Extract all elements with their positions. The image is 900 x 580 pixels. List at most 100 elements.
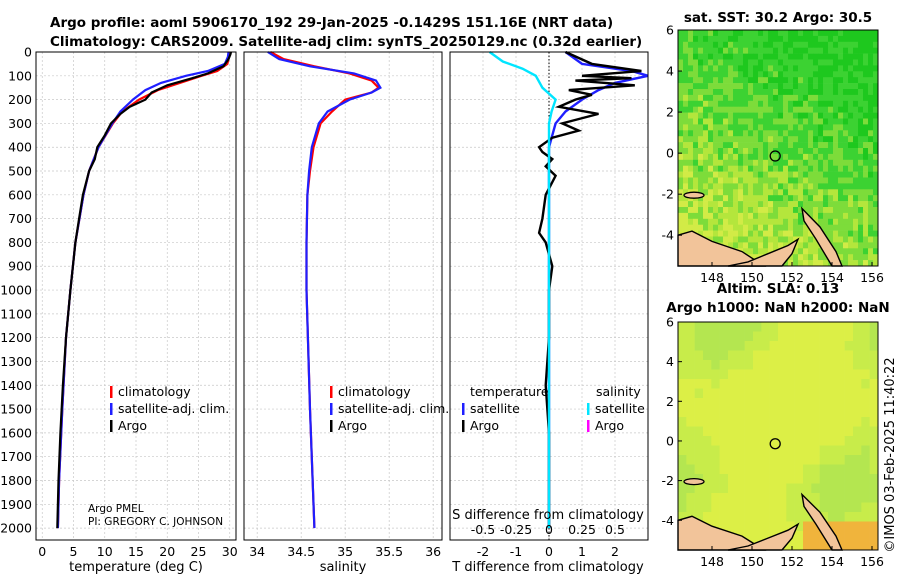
map-cell (844, 531, 854, 541)
map-cell (753, 94, 759, 102)
map-cell (868, 65, 874, 72)
map-cell (794, 493, 804, 503)
map-cell (783, 83, 789, 90)
map-cell (853, 242, 859, 249)
map-cell (686, 388, 695, 399)
map-cell (713, 41, 719, 48)
map-cell (748, 171, 754, 178)
map-cell (688, 71, 694, 78)
map-cell (794, 464, 804, 475)
map-cell (811, 407, 820, 418)
map-cell (769, 407, 779, 418)
map-cell (728, 165, 734, 172)
map-cell (728, 142, 734, 149)
map-cell (793, 94, 799, 102)
map-cell (828, 502, 837, 513)
map-cell (703, 341, 712, 351)
map-cell (778, 65, 784, 72)
map-cell (753, 512, 762, 522)
map-cell (798, 112, 804, 119)
map-cell (868, 106, 874, 113)
map-cell (853, 360, 862, 370)
map-cell (786, 493, 795, 503)
map-cell (813, 242, 819, 249)
map-cell (803, 59, 809, 66)
map-cell (793, 100, 799, 107)
map-cell (753, 360, 762, 370)
map-cell (683, 94, 689, 102)
sst-map-title: sat. SST: 30.2 Argo: 30.5 (684, 10, 872, 26)
map-cell (738, 195, 744, 202)
map-cell (843, 242, 849, 249)
map-cell (786, 455, 795, 465)
map-cell (703, 212, 709, 220)
map-cell (868, 153, 874, 161)
map-cell (833, 30, 839, 37)
map-cell (798, 165, 804, 172)
map-cell (688, 59, 694, 66)
map-y-tick-label: 6 (666, 23, 674, 38)
map-cell (858, 201, 864, 208)
map-cell (819, 483, 829, 494)
map-cell (723, 77, 729, 84)
map-cell (678, 100, 684, 107)
map-cell (778, 341, 787, 351)
map-cell (713, 153, 719, 161)
map-cell (728, 148, 734, 155)
map-cell (788, 118, 794, 125)
map-cell (694, 483, 704, 494)
map-cell (788, 41, 794, 48)
map-cell (808, 106, 814, 113)
map-cell (763, 71, 769, 78)
map-cell (713, 89, 719, 96)
map-cell (869, 474, 879, 484)
map-cell (848, 177, 854, 184)
map-cell (868, 207, 874, 214)
map-cell (798, 41, 804, 48)
map-cell (703, 322, 712, 332)
map-cell (743, 41, 749, 48)
map-cell (803, 136, 809, 143)
map-cell (868, 71, 874, 78)
map-cell (728, 65, 734, 72)
map-cell (858, 248, 864, 255)
map-x-tick-label: 154 (820, 270, 844, 285)
map-cell (758, 53, 764, 60)
map-cell (863, 248, 869, 255)
map-cell (838, 136, 844, 143)
map-cell (844, 388, 854, 399)
map-cell (711, 493, 720, 503)
map-cell (778, 77, 784, 84)
map-cell (753, 236, 759, 243)
map-cell (748, 195, 754, 202)
map-cell (744, 331, 754, 342)
map-cell (743, 195, 749, 202)
map-cell (803, 83, 809, 90)
map-cell (793, 77, 799, 84)
map-cell (713, 177, 719, 184)
map-cell (773, 189, 779, 196)
map-cell (858, 254, 864, 261)
x-tick-label: 35.5 (375, 544, 403, 559)
map-cell (753, 159, 759, 166)
map-cell (793, 260, 799, 267)
map-cell (828, 41, 834, 48)
map-cell (761, 398, 770, 408)
map-cell (873, 124, 879, 131)
map-cell (843, 124, 849, 131)
x-tick-label: -2 (477, 544, 489, 559)
map-cell (748, 207, 754, 214)
map-cell (853, 47, 859, 54)
map-cell (768, 71, 774, 78)
map-cell (778, 83, 784, 90)
map-cell (808, 71, 814, 78)
map-cell (778, 236, 784, 243)
map-cell (813, 59, 819, 66)
y-tick-label: 2000 (0, 521, 32, 536)
map-cell (848, 201, 854, 208)
map-cell (763, 159, 769, 166)
map-cell (778, 407, 787, 418)
map-cell (728, 153, 734, 161)
difference-legend: temperature salinity satellite Argo sate… (462, 384, 645, 433)
map-cell (798, 230, 804, 237)
